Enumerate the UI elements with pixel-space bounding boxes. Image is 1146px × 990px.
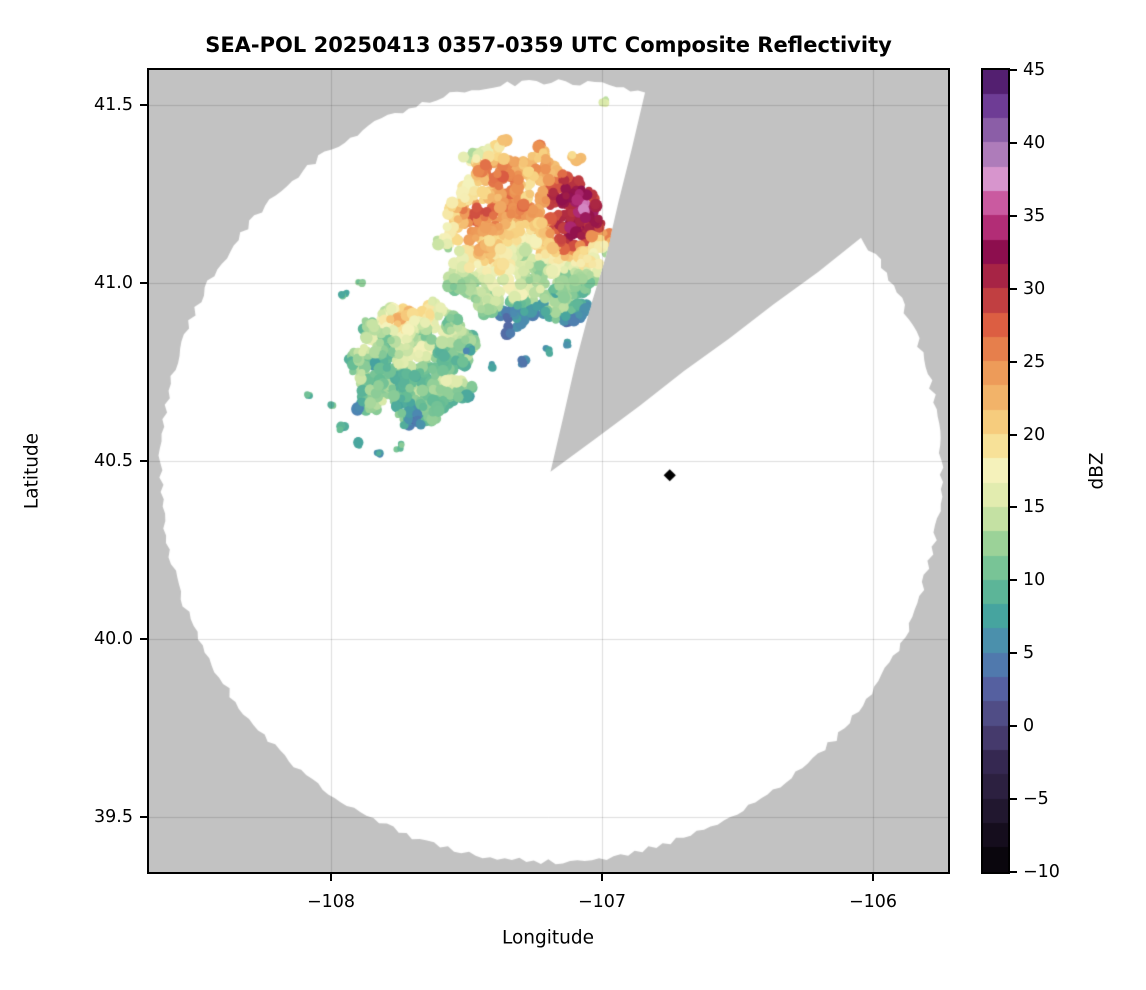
colorbar-tick-label: 30 bbox=[1023, 278, 1046, 299]
y-tick-label: 41.0 bbox=[94, 273, 133, 293]
colorbar-label: dBZ bbox=[1086, 452, 1108, 490]
colorbar-tick-mark bbox=[1010, 579, 1017, 582]
x-tick-mark bbox=[601, 874, 603, 881]
colorbar-tick-label: 20 bbox=[1023, 424, 1046, 445]
radar-ppi-canvas bbox=[149, 70, 948, 872]
colorbar-tick-label: −5 bbox=[1023, 789, 1049, 810]
chart-title: SEA-POL 20250413 0357-0359 UTC Composite… bbox=[205, 33, 892, 57]
x-tick-label: −107 bbox=[577, 892, 627, 912]
colorbar-tick-mark bbox=[1010, 725, 1017, 728]
y-tick-label: 41.5 bbox=[94, 95, 133, 115]
colorbar-canvas bbox=[983, 70, 1008, 872]
colorbar-tick-mark bbox=[1010, 214, 1017, 217]
colorbar-tick-label: −10 bbox=[1023, 862, 1060, 882]
colorbar-tick-mark bbox=[1010, 871, 1017, 873]
colorbar-tick-mark bbox=[1010, 652, 1017, 655]
y-tick-mark bbox=[140, 460, 147, 462]
plot-area-frame bbox=[147, 68, 950, 874]
colorbar-tick-label: 10 bbox=[1023, 570, 1046, 591]
y-tick-label: 39.5 bbox=[94, 807, 133, 827]
colorbar-tick-mark bbox=[1010, 287, 1017, 290]
y-tick-label: 40.0 bbox=[94, 629, 133, 649]
colorbar-tick-label: 5 bbox=[1023, 643, 1035, 664]
colorbar-tick-label: 0 bbox=[1023, 716, 1035, 737]
x-tick-mark bbox=[330, 874, 332, 881]
x-axis-label: Longitude bbox=[501, 927, 595, 949]
y-tick-mark bbox=[140, 638, 147, 640]
y-tick-mark bbox=[140, 816, 147, 818]
colorbar-tick-label: 35 bbox=[1023, 205, 1046, 226]
x-tick-mark bbox=[872, 874, 874, 881]
x-tick-label: −106 bbox=[848, 892, 898, 912]
colorbar-tick-label: 15 bbox=[1023, 497, 1046, 518]
colorbar-frame bbox=[981, 68, 1010, 874]
colorbar-tick-label: 40 bbox=[1023, 132, 1046, 153]
colorbar-tick-mark bbox=[1010, 360, 1017, 363]
colorbar-tick-mark bbox=[1010, 798, 1017, 801]
y-tick-mark bbox=[140, 104, 147, 106]
colorbar-tick-mark bbox=[1010, 69, 1017, 71]
x-tick-label: −108 bbox=[306, 892, 356, 912]
colorbar-tick-mark bbox=[1010, 141, 1017, 144]
colorbar-tick-label: 25 bbox=[1023, 351, 1046, 372]
y-tick-mark bbox=[140, 282, 147, 284]
colorbar-tick-mark bbox=[1010, 506, 1017, 509]
y-axis-label: Latitude bbox=[21, 432, 43, 510]
colorbar-tick-mark bbox=[1010, 433, 1017, 436]
y-tick-label: 40.5 bbox=[94, 451, 133, 471]
colorbar-tick-label: 45 bbox=[1023, 60, 1046, 80]
